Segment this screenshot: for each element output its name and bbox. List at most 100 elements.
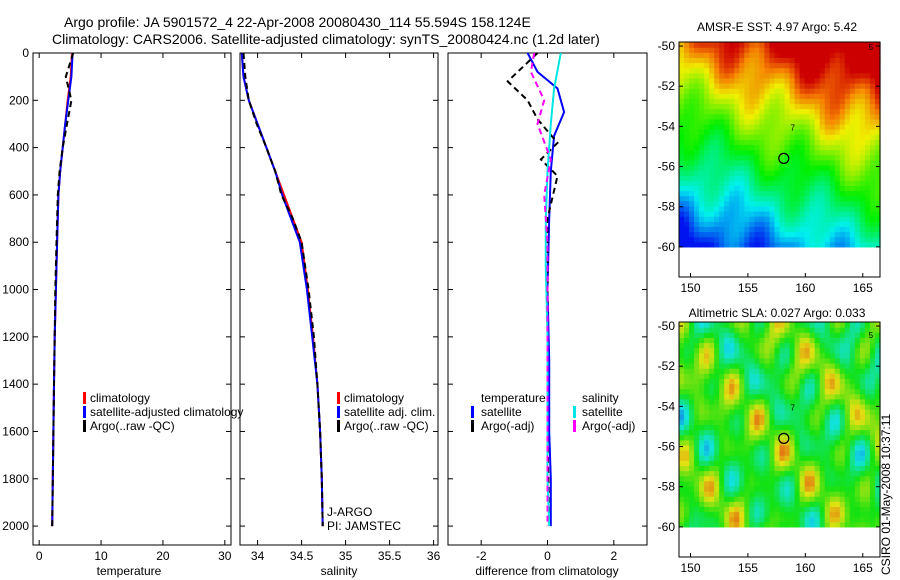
map-cell <box>714 185 720 192</box>
map-cell <box>789 414 796 420</box>
map-cell <box>839 185 846 192</box>
map-cell <box>734 485 740 492</box>
map-cell <box>694 170 700 176</box>
map-cell <box>849 378 856 385</box>
map-cell <box>829 383 836 390</box>
map-cell <box>864 455 871 461</box>
map-cell <box>779 332 786 338</box>
map-cell <box>679 88 685 94</box>
map-cell <box>764 373 771 379</box>
map-cell <box>734 414 740 420</box>
map-cell <box>779 496 786 502</box>
map-cell <box>859 236 866 243</box>
map-cell <box>704 236 710 243</box>
map-cell <box>809 113 816 120</box>
map-cell <box>794 129 801 135</box>
map-cell <box>869 470 876 477</box>
map-cell <box>819 226 826 233</box>
map-cell <box>794 347 801 354</box>
map-cell <box>754 373 760 379</box>
map-cell <box>689 200 695 207</box>
map-cell <box>714 373 720 379</box>
map-cell <box>774 362 781 369</box>
map-cell <box>714 108 720 115</box>
map-cell <box>789 475 796 482</box>
map-cell <box>844 322 851 328</box>
map-y-tick-label: -50 <box>658 39 676 53</box>
map-cell <box>769 337 776 344</box>
map-cell <box>804 496 811 502</box>
x-tick-label: 36 <box>427 549 441 563</box>
map-cell <box>829 195 836 202</box>
map-cell <box>804 226 811 233</box>
map-cell <box>784 419 791 426</box>
salinity-axes-frame <box>239 52 439 546</box>
map-cell <box>714 506 720 513</box>
map-cell <box>824 67 831 74</box>
map-cell <box>704 195 710 202</box>
map-cell <box>719 47 725 53</box>
map-cell <box>794 419 801 426</box>
map-cell <box>719 419 725 426</box>
map-cell <box>824 470 831 477</box>
map-cell <box>694 67 700 74</box>
map-cell <box>724 113 730 120</box>
map-cell <box>774 491 781 497</box>
map-cell <box>789 236 796 243</box>
map-cell <box>704 516 710 523</box>
map-cell <box>769 444 776 451</box>
y-tick-label: 1400 <box>2 377 29 391</box>
map-cell <box>754 88 760 94</box>
map-cell <box>719 327 725 333</box>
map-cell <box>719 77 725 84</box>
map-cell <box>789 231 796 238</box>
map-cell <box>809 67 816 74</box>
map-cell <box>854 414 861 420</box>
map-cell <box>849 470 856 477</box>
map-cell <box>694 388 700 395</box>
map-cell <box>734 42 740 48</box>
map-cell <box>739 521 745 528</box>
map-cell <box>834 444 841 451</box>
legend-label-satellite: satellite adj. clim. <box>344 405 435 419</box>
map-cell <box>874 42 881 48</box>
map-cell <box>704 342 710 349</box>
map-cell <box>714 485 720 492</box>
map-cell <box>719 429 725 436</box>
map-cell <box>749 108 755 115</box>
map-cell <box>694 108 700 115</box>
map-cell <box>859 47 866 53</box>
map-cell <box>799 485 806 492</box>
map-cell <box>689 475 695 482</box>
map-cell <box>829 98 836 105</box>
map-cell <box>824 149 831 156</box>
map-cell <box>864 337 871 344</box>
map-cell <box>814 398 821 405</box>
map-cell <box>759 47 766 53</box>
map-cell <box>784 337 791 344</box>
map-cell <box>734 134 740 140</box>
map-cell <box>769 419 776 426</box>
map-cell <box>824 190 831 197</box>
map-cell <box>829 470 836 477</box>
map-cell <box>699 373 705 379</box>
map-cell <box>784 388 791 395</box>
map-cell <box>679 409 685 415</box>
map-cell <box>864 429 871 436</box>
map-cell <box>829 190 836 197</box>
map-cell <box>739 434 745 441</box>
map-cell <box>859 429 866 436</box>
map-cell <box>689 216 695 222</box>
map-cell <box>814 475 821 482</box>
map-cell <box>764 393 771 400</box>
map-cell <box>729 164 735 171</box>
map-cell <box>804 190 811 197</box>
map-cell <box>829 455 836 461</box>
map-cell <box>774 52 781 58</box>
map-cell <box>764 398 771 405</box>
map-cell <box>759 465 766 472</box>
map-cell <box>764 82 771 89</box>
map-cell <box>869 52 876 58</box>
legend-label-temp-satellite: satellite <box>481 405 522 419</box>
map-cell <box>729 180 735 187</box>
